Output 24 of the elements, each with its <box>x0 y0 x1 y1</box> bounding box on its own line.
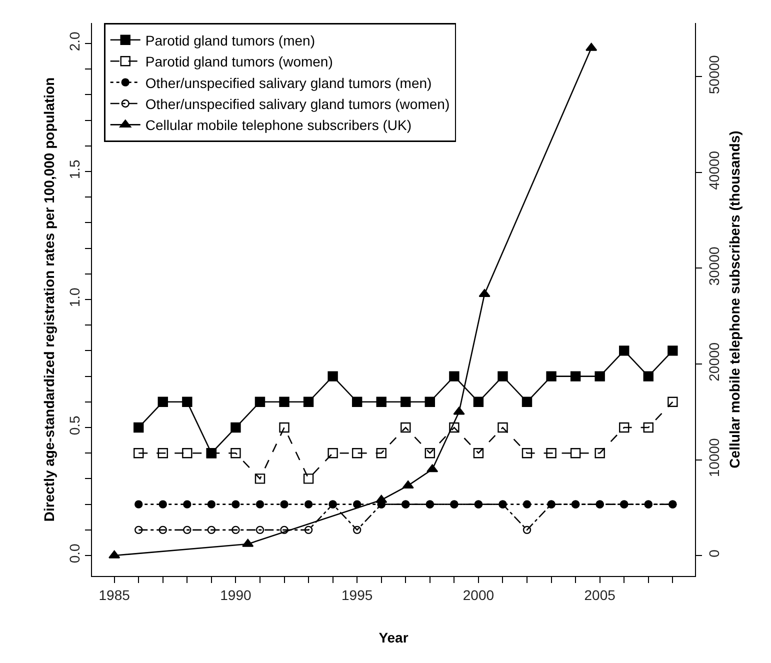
y-tick-label: 2.0 <box>66 31 82 52</box>
y-tick-label: 0.0 <box>66 543 82 564</box>
y2-tick-label: 40000 <box>706 150 722 190</box>
y2-tick-label: 0 <box>706 549 722 558</box>
y-tick-label: 1.5 <box>66 159 82 180</box>
legend-label: Parotid gland tumors (women) <box>145 54 333 70</box>
legend-label: Cellular mobile telephone subscribers (UK) <box>145 117 412 134</box>
y2-axis-title: Cellular mobile telephone subscribers (thousands) <box>726 130 742 468</box>
y2-tick-label: 50000 <box>706 54 722 94</box>
legend-label: Other/unspecified salivary gland tumors (men) <box>145 74 432 91</box>
x-tick-label: 1995 <box>342 586 373 603</box>
y2-tick-label: 30000 <box>706 246 722 286</box>
x-tick-label: 2005 <box>584 586 616 603</box>
y-tick-label: 0.5 <box>66 415 82 436</box>
x-tick-label: 1985 <box>98 586 130 603</box>
x-tick-label: 1990 <box>220 586 252 603</box>
y2-tick-label: 10000 <box>706 438 722 478</box>
y-axis-title: Directly age-standardized registration rates per 100,000 population <box>40 77 57 522</box>
x-axis-title: Year <box>378 629 409 646</box>
y-tick-label: 1.0 <box>66 287 82 308</box>
y2-tick-label: 20000 <box>706 342 722 382</box>
legend-label: Other/unspecified salivary gland tumors (women) <box>145 96 450 112</box>
legend-label: Parotid gland tumors (men) <box>145 32 315 48</box>
x-tick-label: 2000 <box>462 586 494 603</box>
